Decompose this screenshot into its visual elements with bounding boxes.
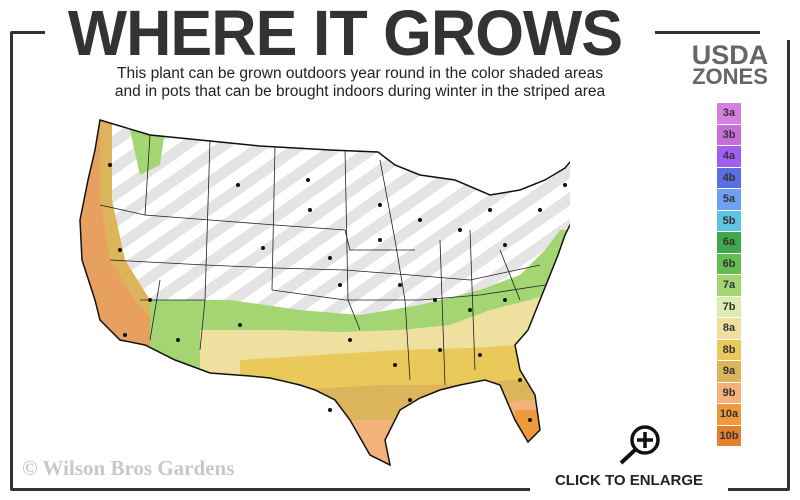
city-dot — [123, 333, 127, 337]
city-dot — [398, 283, 402, 287]
legend-zone-5b: 5b — [717, 210, 741, 231]
city-dot — [328, 256, 332, 260]
legend-zone-10a: 10a — [717, 404, 741, 425]
title-gap — [45, 20, 655, 40]
city-dot — [503, 243, 507, 247]
city-dot — [563, 183, 567, 187]
city-dot — [236, 183, 240, 187]
us-zone-map[interactable] — [70, 110, 570, 470]
legend-gap — [760, 20, 800, 40]
legend-zone-8a: 8a — [717, 318, 741, 339]
legend-zone-7a: 7a — [717, 275, 741, 296]
city-dot — [538, 208, 542, 212]
city-dot — [238, 323, 242, 327]
city-dot — [148, 298, 152, 302]
subtitle-line-1: This plant can be grown outdoors year ro… — [117, 65, 603, 82]
city-dot — [261, 246, 265, 250]
city-dot — [328, 408, 332, 412]
city-dot — [306, 178, 310, 182]
city-dot — [393, 363, 397, 367]
city-dot — [418, 218, 422, 222]
city-dot — [308, 208, 312, 212]
city-dot — [528, 418, 532, 422]
legend-zone-7b: 7b — [717, 296, 741, 317]
legend-zone-6b: 6b — [717, 253, 741, 274]
city-dot — [433, 298, 437, 302]
subtitle-line-2: and in pots that can be brought indoors … — [114, 83, 606, 100]
city-dot — [378, 238, 382, 242]
legend-zone-8b: 8b — [717, 339, 741, 360]
city-dot — [348, 338, 352, 342]
legend-zone-9a: 9a — [717, 361, 741, 382]
map-fill — [80, 120, 570, 465]
legend-title-line-2: ZONES — [692, 64, 768, 89]
city-dot — [503, 298, 507, 302]
city-dot — [438, 348, 442, 352]
copyright-watermark: © Wilson Bros Gardens — [22, 456, 235, 480]
legend-title: USDA ZONES — [675, 40, 785, 89]
click-to-enlarge-button[interactable]: CLICK TO ENLARGE — [554, 472, 704, 489]
city-dot — [378, 203, 382, 207]
city-dot — [176, 338, 180, 342]
city-dot — [458, 228, 462, 232]
city-dot — [488, 208, 492, 212]
usda-zone-legend: 3a 3b 4a 4b 5a 5b 6a 6b 7a 7b 8a 8b 9a 9b 10a 10b — [717, 103, 741, 447]
state-borders — [99, 134, 546, 386]
subtitle: This plant can be grown outdoors year ro… — [40, 65, 680, 101]
legend-zone-4a: 4a — [717, 146, 741, 167]
city-dot — [408, 398, 412, 402]
city-dot — [518, 378, 522, 382]
legend-zone-5a: 5a — [717, 189, 741, 210]
city-dot — [118, 248, 122, 252]
city-dot — [108, 163, 112, 167]
legend-zone-3a: 3a — [717, 103, 741, 124]
city-dot — [478, 353, 482, 357]
city-dot — [338, 283, 342, 287]
zoom-in-icon[interactable] — [617, 423, 665, 465]
legend-zone-4b: 4b — [717, 167, 741, 188]
legend-zone-3b: 3b — [717, 124, 741, 145]
city-dots — [108, 163, 567, 422]
legend-zone-10b: 10b — [717, 425, 741, 446]
page-title: WHERE IT GROWS — [67, 0, 623, 69]
legend-zone-6a: 6a — [717, 232, 741, 253]
legend-title-line-1: USDA — [691, 40, 769, 70]
legend-zone-9b: 9b — [717, 382, 741, 403]
bottom-gap — [530, 480, 728, 495]
city-dot — [468, 308, 472, 312]
